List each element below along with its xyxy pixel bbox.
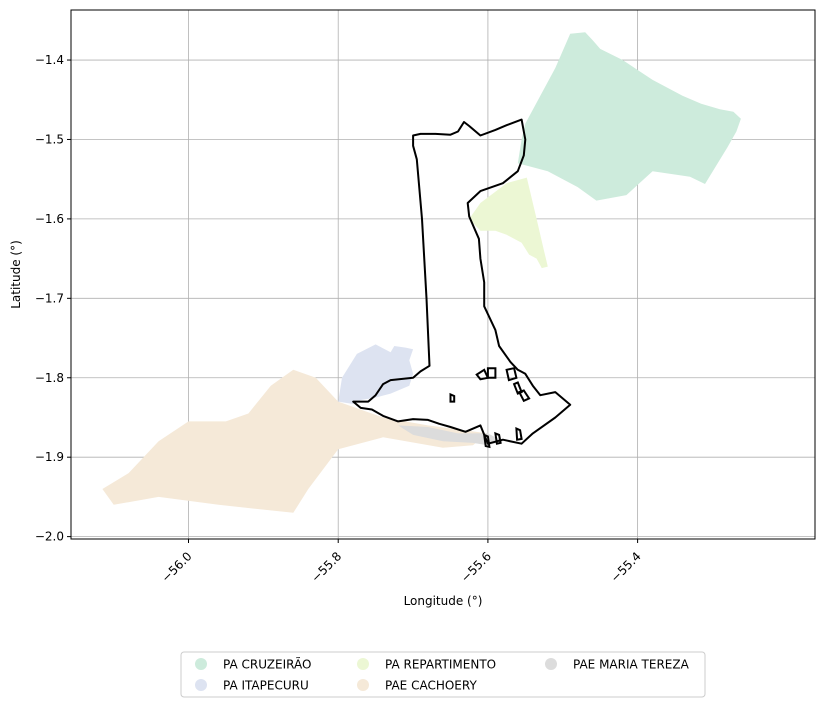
legend-label-pae-cachoery: PAE CACHOERY xyxy=(385,679,477,693)
y-tick-label-1: −1.5 xyxy=(35,132,64,146)
boundary-island-7 xyxy=(515,427,523,441)
region-pa-cruzeir-o xyxy=(517,32,741,201)
y-tick-label-2: −1.6 xyxy=(35,212,64,226)
legend-label-pa-cruzeir-o: PA CRUZEIRÃO xyxy=(223,657,311,672)
legend-box xyxy=(180,651,706,698)
legend-label-pae-maria-tereza: PAE MARIA TEREZA xyxy=(573,658,690,672)
x-tick-label-1: −55.8 xyxy=(308,549,344,585)
boundary-island-2 xyxy=(505,367,518,382)
legend-marker-pae-maria-tereza xyxy=(545,658,557,670)
boundary-island-5 xyxy=(482,433,491,449)
legend: PA CRUZEIRÃO PA ITAPECURU PA REPARTIMENTO P… xyxy=(180,651,706,698)
y-tick-label-4: −1.8 xyxy=(35,371,64,385)
x-tick-label-2: −55.6 xyxy=(458,549,494,585)
y-tick-label-3: −1.7 xyxy=(35,291,64,305)
legend-marker-pa-cruzeir-o xyxy=(195,658,207,670)
boundary-outline xyxy=(352,118,572,445)
x-tick-label-3: −55.4 xyxy=(608,549,644,585)
legend-label-pa-itapecuru: PA ITAPECURU xyxy=(223,679,309,693)
grid xyxy=(71,10,815,539)
legend-marker-pa-repartimento xyxy=(357,658,369,670)
legend-marker-pa-itapecuru xyxy=(195,679,207,691)
region-pae-cachoery xyxy=(102,369,488,513)
y-tick-label-0: −1.4 xyxy=(35,53,64,67)
plot-frame xyxy=(70,9,816,540)
regions xyxy=(102,32,741,513)
region-pa-repartimento xyxy=(469,177,548,269)
region-pa-itapecuru xyxy=(338,344,414,404)
boundary-island-6 xyxy=(494,431,502,445)
x-tick-label-0: −56.0 xyxy=(159,549,195,585)
boundary-island-1 xyxy=(486,367,497,379)
y-tick-label-6: −2.0 xyxy=(35,530,64,544)
legend-label-pa-repartimento: PA REPARTIMENTO xyxy=(385,658,496,672)
boundary-island-4 xyxy=(517,389,531,403)
legend-marker-pae-cachoery xyxy=(357,679,369,691)
y-tick-label-5: −1.9 xyxy=(35,450,64,464)
y-axis-label: Latitude (°) xyxy=(9,240,23,309)
municipality-boundary xyxy=(352,118,572,449)
region-pae-maria-tereza xyxy=(398,425,503,446)
x-axis-label: Longitude (°) xyxy=(404,594,483,608)
boundary-island-8 xyxy=(449,392,456,403)
